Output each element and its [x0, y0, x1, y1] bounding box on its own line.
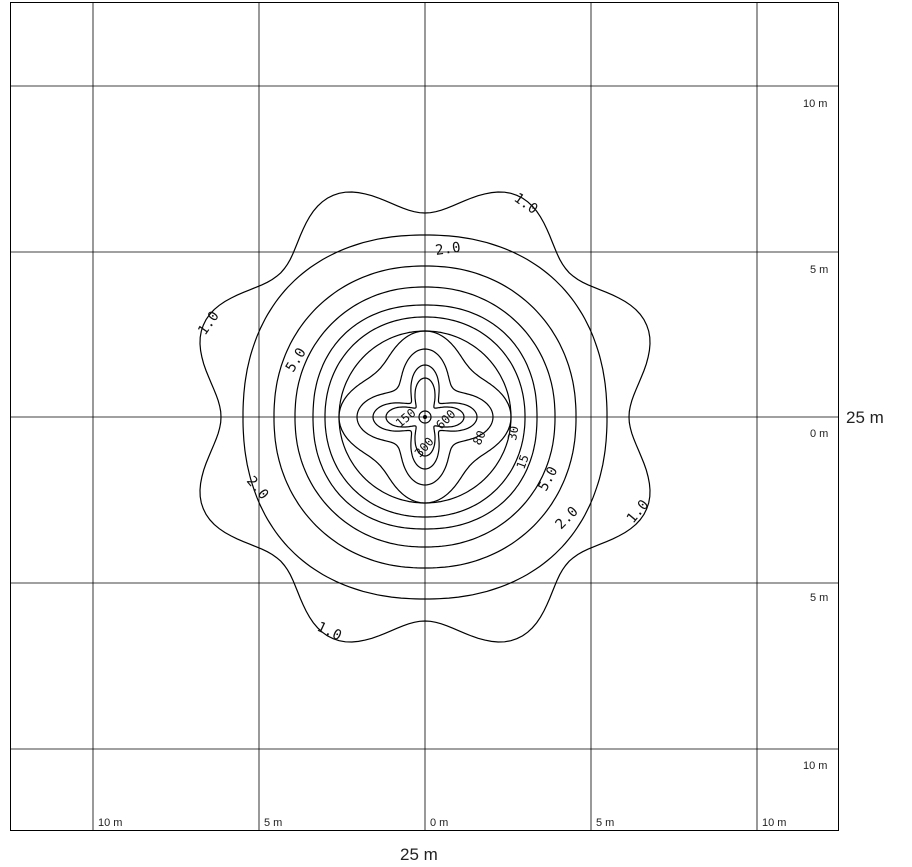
- x-axis-labels: 10 m 5 m 0 m 5 m 10 m: [98, 817, 786, 829]
- contour-label-15: 15: [514, 453, 532, 471]
- luminaire-marker: [418, 410, 432, 424]
- x-tick-label: 10 m: [98, 817, 122, 829]
- contour-150: [372, 364, 478, 470]
- contour-5-0: [273, 265, 577, 569]
- contour-300: [385, 377, 465, 457]
- contour-1-0: [199, 191, 651, 643]
- grid: [11, 3, 838, 830]
- contour-label-2-0: 2.0: [243, 473, 272, 503]
- contour-label-600: 600: [433, 407, 458, 432]
- contour-2-0: [242, 234, 608, 600]
- contour-level-a: [294, 286, 556, 548]
- contour-label-80: 80: [470, 428, 489, 447]
- y-tick-label: 0 m: [810, 428, 828, 440]
- x-tick-label: 5 m: [264, 817, 282, 829]
- luminaire-outer: [418, 410, 432, 424]
- y-tick-label: 10 m: [803, 98, 827, 110]
- x-tick-label: 0 m: [430, 817, 448, 829]
- contour-label-1-0: 1.0: [624, 497, 653, 527]
- contour-label-1-0: 1.0: [195, 308, 223, 338]
- contour-label-2-0: 2.0: [434, 240, 461, 259]
- height-dimension-label: 25 m: [846, 408, 884, 427]
- contour-lines: [199, 191, 651, 643]
- x-tick-label: 10 m: [762, 817, 786, 829]
- contour-level-c: [324, 316, 526, 518]
- y-axis-labels: 10 m 5 m 0 m 5 m 10 m: [803, 98, 828, 772]
- contour-80: [356, 348, 494, 486]
- luminaire-dot: [423, 415, 427, 419]
- plot-frame: [10, 2, 839, 831]
- contour-label-5-0: 5.0: [283, 345, 310, 375]
- contour-label-30: 30: [505, 425, 521, 442]
- y-tick-label: 5 m: [810, 592, 828, 604]
- x-tick-label: 5 m: [596, 817, 614, 829]
- y-tick-label: 10 m: [803, 760, 827, 772]
- y-tick-label: 5 m: [810, 264, 828, 276]
- contour-30: [338, 330, 512, 504]
- contour-level-b: [312, 304, 538, 530]
- width-dimension-label: 25 m: [400, 845, 438, 864]
- contour-label-5-0: 5.0: [535, 464, 561, 494]
